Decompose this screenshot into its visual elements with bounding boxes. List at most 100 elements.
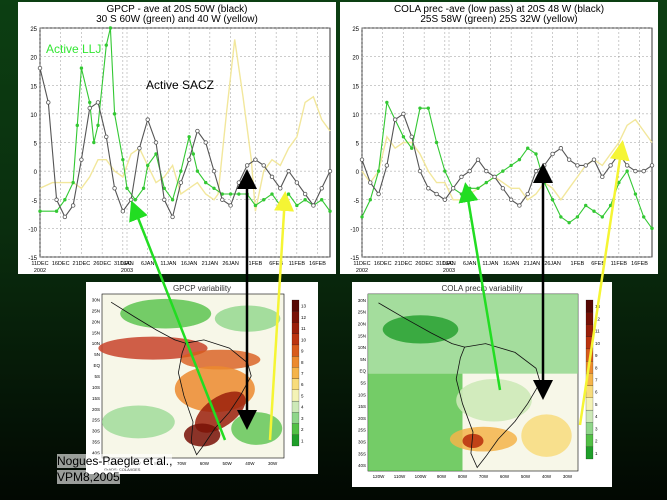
data-point-black — [327, 168, 333, 174]
data-point-green — [179, 169, 183, 173]
data-point-black — [37, 65, 43, 71]
lat-label: 10N — [92, 341, 100, 346]
y-tick-label: 15 — [30, 84, 37, 90]
colorbar-cell — [291, 389, 300, 402]
colorbar-label: 9 — [595, 353, 598, 358]
data-point-black — [392, 117, 398, 122]
colorbar-cell — [291, 356, 300, 368]
data-point-black — [170, 214, 175, 220]
atlantic-yellow-region — [521, 414, 572, 457]
data-point-green — [633, 192, 638, 196]
data-point-green — [108, 26, 113, 30]
lon-label: 90W — [437, 474, 447, 479]
colorbar-label: 8 — [301, 360, 304, 365]
lat-label: 20N — [92, 319, 100, 324]
lat-label: 35S — [358, 451, 366, 456]
data-point-black — [359, 157, 365, 162]
colorbar-cell — [585, 361, 594, 374]
pacific-green-region — [368, 373, 463, 471]
data-point-black — [525, 191, 530, 197]
data-point-black — [500, 186, 506, 191]
data-point-green — [459, 192, 464, 196]
y-tick-label: -5 — [354, 199, 360, 205]
y-tick-label: 15 — [352, 84, 359, 90]
data-point-green — [79, 66, 84, 70]
data-point-green — [303, 198, 307, 202]
x-tick-label: 6FEB — [269, 261, 283, 267]
x-tick-label: 16DEC — [52, 261, 70, 267]
y-tick-label: -15 — [350, 256, 359, 262]
data-point-green — [125, 186, 129, 190]
data-point-black — [269, 174, 275, 180]
lon-label: 40W — [542, 474, 552, 479]
colorbar-cell — [585, 385, 594, 398]
lat-label: 5N — [360, 357, 366, 362]
data-point-green — [476, 186, 480, 190]
data-point-green — [204, 180, 208, 185]
data-point-green — [195, 169, 200, 173]
data-point-green — [376, 169, 381, 173]
lat-label: 30N — [358, 298, 366, 303]
cola-timeseries-panel: COLA prec -ave (low pass) at 20S 48 W (b… — [340, 2, 658, 274]
data-point-black — [409, 134, 414, 139]
data-point-black — [508, 197, 514, 202]
data-point-green — [121, 157, 125, 162]
lon-label: 50W — [521, 474, 531, 479]
data-point-green — [625, 169, 629, 173]
data-point-green — [410, 146, 414, 150]
data-point-green — [191, 152, 195, 156]
lon-label: 40W — [245, 461, 255, 466]
data-point-green — [575, 215, 580, 219]
data-point-black — [417, 168, 423, 174]
x-tick-label: 21JAN — [202, 261, 219, 267]
colorbar-label: 11 — [595, 329, 600, 334]
x-tick-year-label: 2002 — [34, 268, 46, 274]
lat-label: 30S — [92, 429, 100, 434]
y-tick-label: -5 — [32, 199, 38, 205]
data-point-green — [559, 215, 563, 219]
data-point-green — [401, 135, 406, 139]
lon-label: 110W — [394, 474, 406, 479]
x-tick-label: 16FEB — [309, 261, 326, 267]
lat-label: EQ — [359, 369, 366, 374]
colorbar-label: 10 — [595, 341, 601, 346]
colorbar-label: 3 — [595, 426, 598, 431]
gpcp-variability-map-panel: GPCP variability 30N 25N 20N 15N 10N 5N EQ 5S 10… — [86, 282, 318, 474]
data-point-black — [600, 174, 605, 180]
data-point-green — [567, 220, 571, 225]
colorbar-cell — [585, 324, 594, 337]
data-point-black — [583, 163, 588, 168]
series-line-yellow — [361, 118, 653, 202]
data-point-black — [624, 163, 630, 168]
colorbar-cell — [291, 400, 300, 413]
data-point-black — [533, 168, 539, 174]
data-point-green — [320, 198, 324, 202]
lat-label: 15N — [92, 330, 100, 335]
data-point-black — [319, 186, 324, 191]
colorbar-cell — [585, 299, 594, 313]
y-tick-label: 0 — [34, 170, 38, 176]
colorbar-cell — [291, 367, 300, 379]
lon-label: 100W — [415, 474, 428, 479]
colorbar-label: 12 — [301, 315, 307, 320]
data-point-green — [418, 106, 422, 110]
colorbar-cell — [585, 348, 594, 362]
citation-line1: Nogues-Paegle et al., — [57, 454, 173, 468]
x-tick-label: 26JAN — [222, 261, 239, 267]
colorbar-label: 5 — [595, 402, 598, 407]
data-point-green — [385, 100, 389, 105]
data-point-green — [526, 146, 530, 150]
colorbar-label: 2 — [301, 427, 304, 432]
y-tick-label: 10 — [30, 113, 37, 119]
x-tick-label: 21DEC — [73, 261, 91, 267]
data-point-black — [492, 174, 497, 180]
colorbar-cell — [585, 446, 594, 460]
colorbar-cell — [291, 322, 300, 334]
colorbar-cell — [585, 397, 594, 411]
data-point-black — [450, 186, 456, 191]
colorbar-cell — [291, 299, 300, 312]
data-point-black — [87, 105, 92, 111]
data-point-green — [434, 140, 439, 145]
y-tick-label: 10 — [352, 113, 359, 119]
y-tick-label: 25 — [30, 27, 37, 33]
